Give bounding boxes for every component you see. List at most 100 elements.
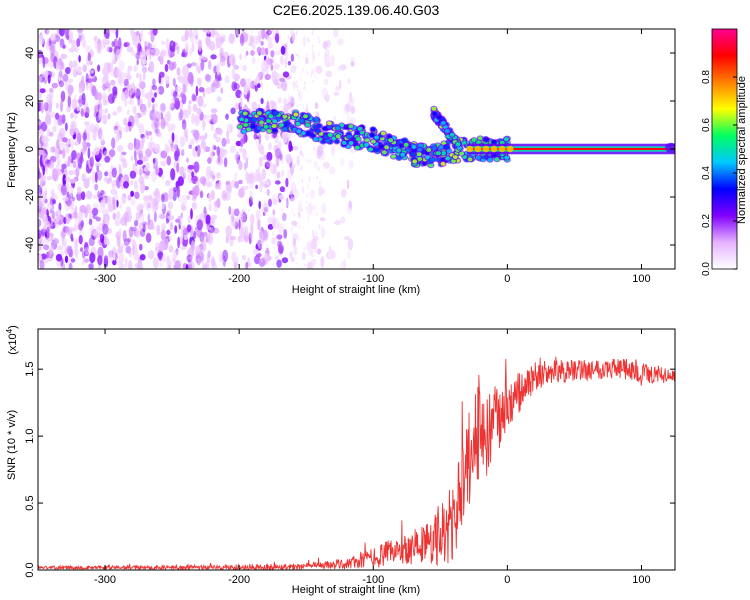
- spectrogram-speckle: [264, 206, 268, 213]
- spectrogram-speckle: [68, 47, 75, 53]
- spectrogram-speckle: [130, 226, 137, 232]
- spectrogram-speckle: [176, 44, 180, 55]
- spectrogram-speckle: [89, 123, 95, 133]
- spectrogram-speckle: [277, 240, 283, 248]
- spectrogram-speckle: [292, 163, 296, 168]
- spectrogram-speckle: [168, 138, 173, 144]
- spectrogram-speckle: [57, 65, 62, 70]
- spectrogram-speckle: [158, 261, 164, 267]
- spectrogram-speckle: [97, 255, 103, 266]
- y-tick-label: 40: [24, 47, 36, 59]
- spectrogram-speckle: [48, 248, 53, 258]
- spectrogram-speckle: [318, 185, 323, 197]
- spectrogram-speckle: [276, 233, 278, 237]
- spectrogram-speckle: [216, 96, 222, 103]
- spectrogram-signal: [317, 123, 322, 128]
- spectrogram-speckle: [305, 207, 307, 211]
- spectrogram-speckle: [269, 30, 271, 34]
- spectrogram-speckle: [187, 104, 192, 116]
- spectrogram-speckle: [231, 81, 237, 92]
- spectrogram-speckle: [260, 40, 264, 46]
- spectrogram-speckle: [92, 203, 99, 209]
- spectrogram-speckle: [104, 216, 109, 226]
- spectrogram-speckle: [123, 117, 128, 126]
- spectrogram-speckle: [256, 78, 258, 82]
- spectrogram-speckle: [240, 43, 243, 47]
- spectrogram-speckle: [241, 254, 247, 261]
- spectrogram-speckle: [77, 66, 82, 74]
- snr-frame: [37, 328, 676, 571]
- spectrogram-speckle: [251, 199, 254, 203]
- spectrogram-speckle: [40, 173, 47, 186]
- spectrogram-signal: [503, 137, 509, 142]
- spectrogram-speckle: [249, 35, 255, 45]
- spectrogram-speckle: [110, 29, 117, 34]
- spectrogram-signal: [417, 157, 423, 161]
- spectrogram-speckle: [254, 46, 256, 49]
- spectrogram-signal: [355, 137, 361, 142]
- spectrogram-speckle: [207, 157, 212, 164]
- spectrogram-speckle: [50, 111, 56, 119]
- spectrogram-signal: [455, 142, 461, 147]
- spectrogram-speckle: [71, 39, 76, 48]
- spectrogram-speckle: [89, 252, 96, 264]
- spectrogram-speckle: [239, 96, 243, 108]
- spectrogram-speckle: [124, 89, 130, 99]
- spectrogram-speckle: [130, 82, 135, 95]
- x-tick-label: 100: [632, 273, 650, 285]
- spectrogram-speckle: [78, 55, 81, 63]
- spectrogram-speckle: [311, 30, 314, 35]
- spectrogram-speckle: [242, 29, 245, 32]
- spectrogram-signal: [391, 154, 396, 159]
- spectrogram-speckle: [191, 240, 195, 252]
- spectrogram-speckle: [235, 256, 239, 267]
- spectrogram-speckle: [195, 62, 199, 72]
- spectrogram-speckle: [324, 52, 328, 58]
- spectrogram-signal: [491, 140, 497, 144]
- spectrogram-speckle: [79, 204, 87, 213]
- spectrogram-speckle: [141, 137, 145, 144]
- spectrogram-speckle: [296, 89, 299, 92]
- spectrogram-speckle: [194, 34, 199, 41]
- spectrogram-signal: [444, 144, 450, 149]
- spectrogram-speckle: [115, 29, 119, 39]
- spectrogram-speckle: [93, 105, 97, 117]
- spectrogram-speckle: [313, 234, 315, 237]
- spectrogram-speckle: [297, 54, 299, 58]
- spectrogram-speckle: [87, 52, 92, 62]
- spectrogram-speckle: [302, 267, 304, 269]
- spectrogram-speckle: [76, 38, 81, 48]
- spectrogram-speckle: [40, 100, 44, 112]
- spectrogram-speckle: [74, 46, 79, 53]
- spectrogram-speckle: [123, 78, 129, 87]
- spectrogram-speckle: [257, 239, 261, 247]
- spectrogram-speckle: [96, 170, 103, 181]
- spectrogram-speckle: [313, 54, 315, 59]
- spectrogram-speckle: [350, 61, 355, 67]
- spectrogram-speckle: [278, 194, 284, 200]
- spectrogram-speckle: [199, 176, 207, 185]
- steady-tone-blob: [474, 145, 482, 153]
- spectrogram-speckle: [134, 138, 141, 150]
- spectrogram-speckle: [102, 91, 107, 102]
- spectrogram-speckle: [69, 30, 73, 40]
- spectrogram-speckle: [170, 123, 176, 132]
- spectrogram-signal: [327, 133, 333, 137]
- spectrogram-speckle: [77, 29, 83, 33]
- spectrogram-speckle: [207, 250, 211, 258]
- spectrogram-speckle: [65, 213, 71, 225]
- spectrogram-speckle: [319, 181, 321, 186]
- spectrogram-speckle: [41, 71, 49, 78]
- spectrogram-signal: [368, 147, 373, 152]
- spectrogram-signal: [432, 111, 438, 116]
- spectrogram-speckle: [256, 224, 259, 230]
- spectrogram-speckle: [276, 171, 281, 179]
- spectrogram-speckle: [216, 198, 221, 209]
- spectrogram-speckle: [324, 78, 329, 86]
- spectrogram-speckle: [270, 101, 272, 105]
- spectrogram-speckle: [134, 114, 139, 124]
- spectrogram-speckle: [306, 203, 313, 216]
- spectrogram-speckle: [279, 147, 282, 151]
- spectrogram-speckle: [289, 155, 291, 160]
- spectrogram-speckle: [310, 72, 312, 77]
